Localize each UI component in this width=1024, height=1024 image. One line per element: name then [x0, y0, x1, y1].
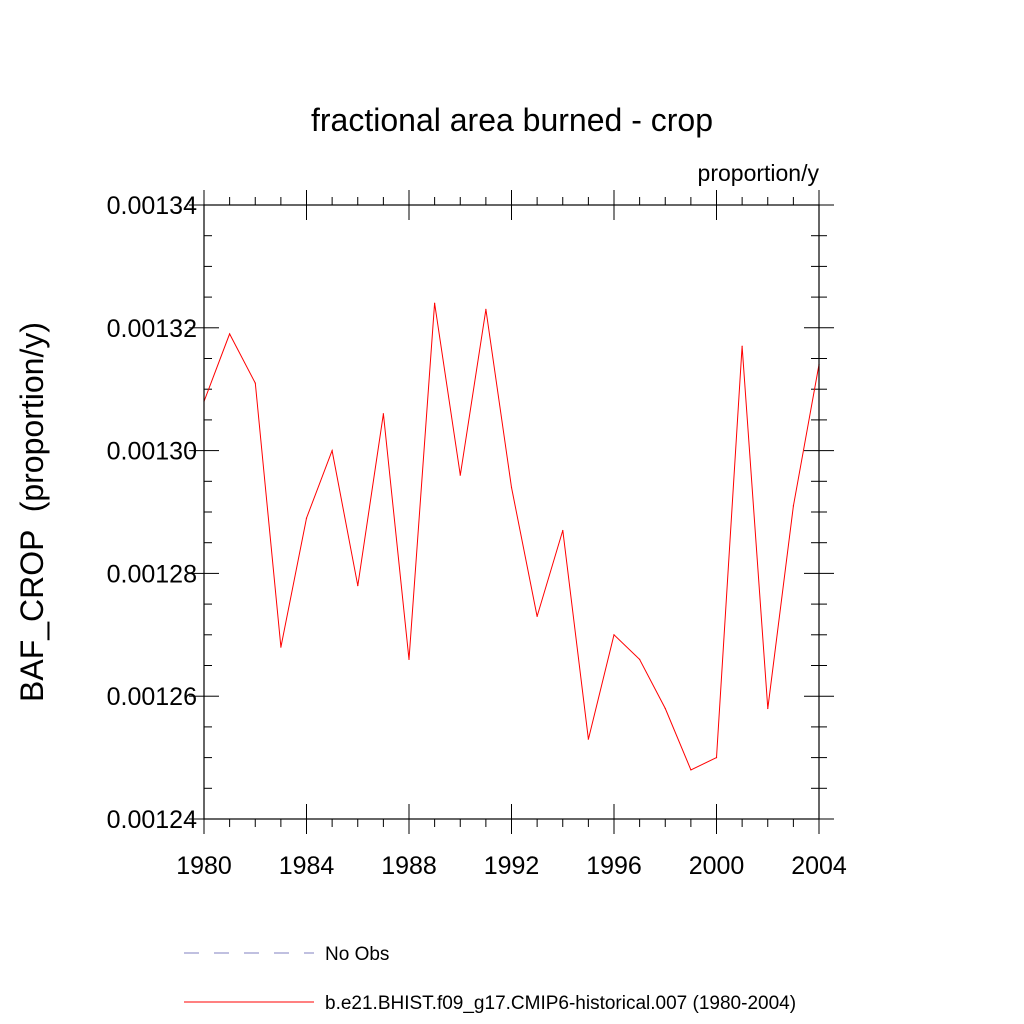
data-point — [613, 634, 615, 636]
legend-label-historical: b.e21.BHIST.f09_g17.CMIP6-historical.007… — [325, 993, 796, 1014]
data-point — [305, 517, 308, 519]
plot-area — [203, 302, 820, 771]
data-point — [459, 474, 461, 476]
legend-label-no-obs: No Obs — [325, 944, 389, 965]
data-point — [792, 505, 794, 507]
x-tick-label: 2004 — [791, 852, 847, 880]
plot-frame — [203, 204, 820, 820]
data-point — [741, 345, 743, 347]
data-point — [229, 333, 231, 335]
x-axis: 1980 1984 1988 1992 1996 2000 2004 — [176, 190, 847, 880]
y-axis: 0.00124 0.00126 0.00128 0.00130 0.00132 0.001… — [107, 192, 834, 834]
data-point — [767, 707, 769, 710]
y-tick-label: 0.00134 — [107, 192, 197, 220]
data-point — [357, 585, 359, 587]
y-tick-label: 0.00132 — [107, 315, 197, 343]
data-point — [485, 308, 487, 310]
series-line — [203, 303, 820, 771]
data-point — [280, 646, 282, 648]
minor-ticks — [204, 197, 827, 827]
data-point — [562, 529, 564, 532]
y-tick-label: 0.00130 — [107, 438, 197, 466]
chart-title: fractional area burned - crop — [311, 102, 713, 138]
data-point — [331, 450, 333, 452]
y-tick-label: 0.00126 — [107, 683, 197, 711]
data-point — [639, 658, 641, 660]
x-tick-label: 1992 — [484, 852, 540, 880]
data-point — [536, 615, 538, 617]
y-axis-label: BAF_CROP (proportion/y) — [14, 322, 50, 702]
data-point — [254, 382, 256, 384]
legend: No Obs b.e21.BHIST.f09_g17.CMIP6-histori… — [184, 944, 796, 1014]
data-point — [587, 738, 589, 740]
data-point — [664, 707, 666, 710]
data-point — [510, 486, 513, 489]
x-tick-label: 1984 — [279, 852, 335, 880]
x-tick-label: 1980 — [176, 852, 232, 880]
y-tick-label: 0.00124 — [107, 806, 197, 834]
data-point — [715, 757, 718, 759]
data-point — [408, 658, 410, 660]
y-tick-label: 0.00128 — [107, 560, 197, 588]
x-tick-label: 1996 — [586, 852, 642, 880]
x-tick-label: 2000 — [689, 852, 745, 880]
x-tick-label: 1988 — [381, 852, 437, 880]
data-point — [434, 302, 436, 304]
data-point — [690, 769, 692, 771]
data-point — [382, 413, 384, 415]
units-label: proportion/y — [698, 160, 820, 186]
